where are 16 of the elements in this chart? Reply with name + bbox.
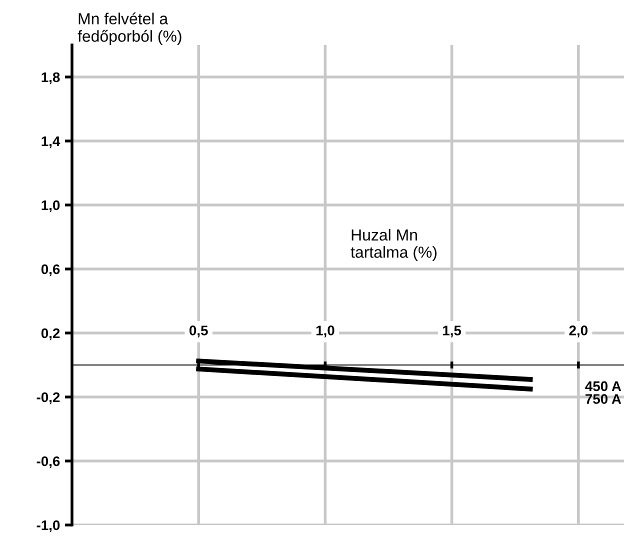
x-tick-label: 0,5 <box>190 326 208 338</box>
y-tick-label: 1,0 <box>42 200 60 212</box>
text: 750 A <box>586 394 622 404</box>
x-axis-title: Huzal Mn tartalma (%) <box>350 228 437 261</box>
x-tick-label: 2,0 <box>569 326 588 338</box>
text: 450 A <box>585 381 622 392</box>
y-tick-label: 0,6 <box>41 264 60 276</box>
y-tick-label: -0,2 <box>36 392 60 404</box>
x-tick-label: 1,0 <box>316 326 334 338</box>
x-tick-label: 1,5 <box>443 326 462 338</box>
y-tick-label: -1,0 <box>36 520 60 532</box>
y-tick-label: 1,8 <box>42 72 60 84</box>
y-axis-title: Mn felvétel a fedőporból (%) <box>78 12 182 45</box>
y-tick-label: -0,6 <box>36 456 60 468</box>
y-tick-label: 0,2 <box>41 328 60 340</box>
y-tick-label: 1,4 <box>42 136 60 148</box>
